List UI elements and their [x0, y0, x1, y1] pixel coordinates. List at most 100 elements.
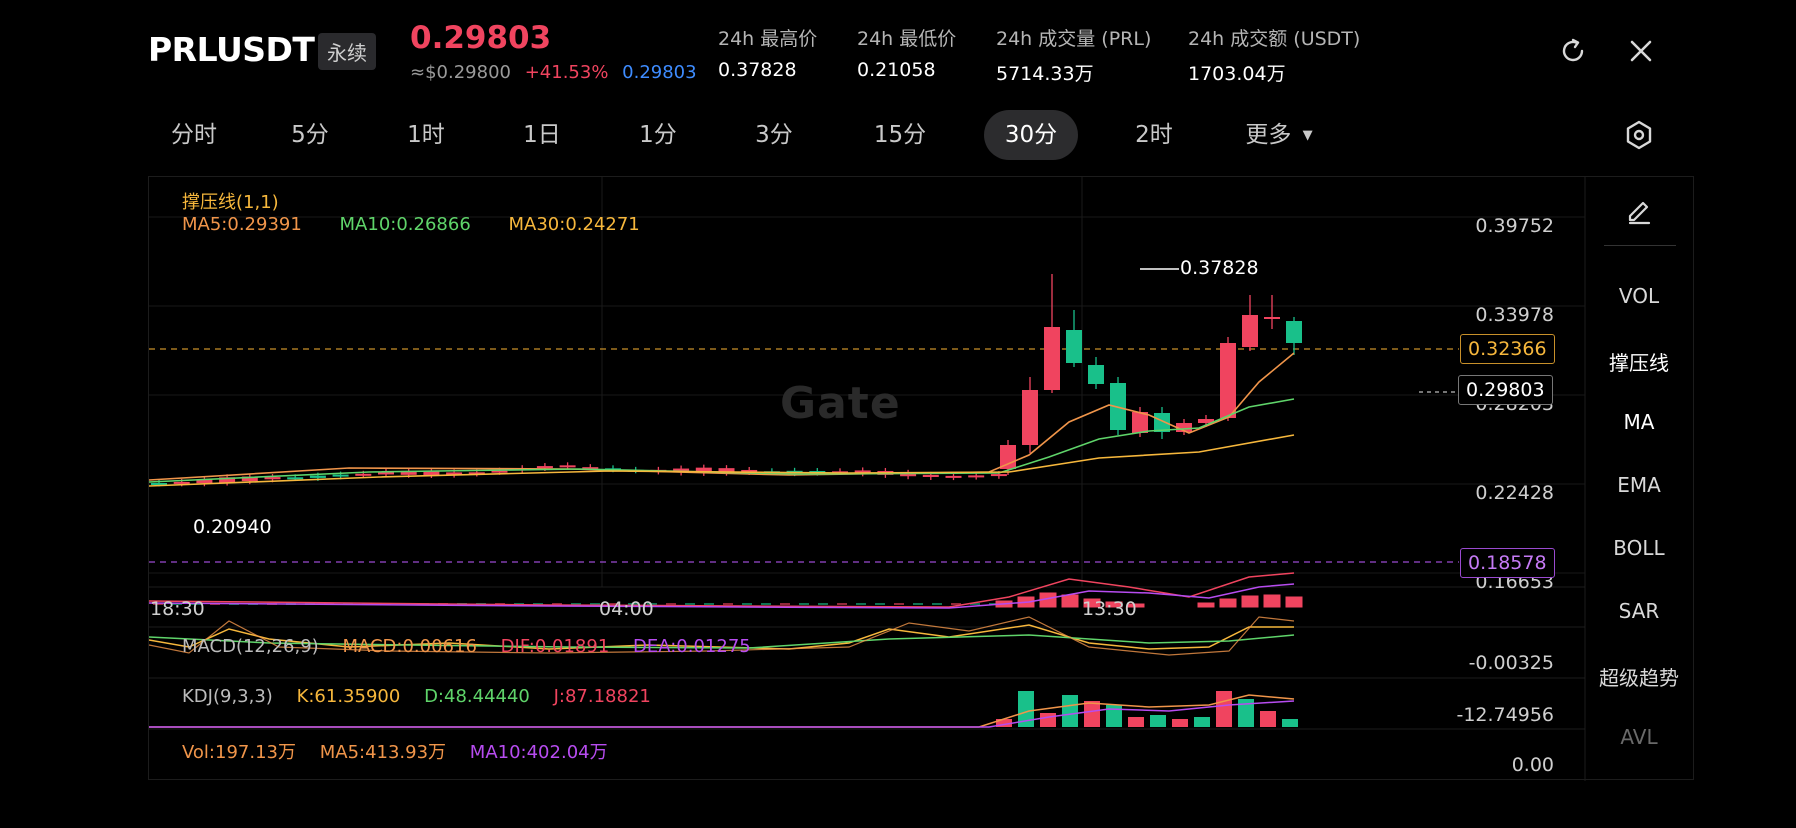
- stat-24h-turnover: 24h 成交额 (USDT) 1703.04万: [1188, 24, 1360, 86]
- volume-ma10-value: MA10:402.04万: [469, 742, 608, 763]
- volume-bar: [1062, 695, 1078, 727]
- stat-value: 0.37828: [718, 59, 797, 81]
- macd-bar: [723, 603, 733, 605]
- kline-chart[interactable]: [148, 176, 1694, 781]
- candle-body: [332, 474, 349, 477]
- k-value: K:61.35900: [296, 686, 401, 707]
- pencil-icon: [1628, 201, 1651, 225]
- chart-settings-button[interactable]: [1622, 118, 1656, 152]
- macd-bar: [932, 603, 942, 605]
- volume-ma5-line: [149, 694, 1295, 728]
- candle-body: [264, 477, 281, 480]
- macd-bar: [1083, 598, 1101, 608]
- volume-bar: [1172, 719, 1188, 727]
- close-button[interactable]: [1624, 34, 1658, 68]
- candle-body: [219, 477, 236, 483]
- tab-3m[interactable]: 3分: [755, 122, 793, 148]
- macd-legend: MACD(12,26,9) MACD:0.00616 DIF:0.01891 D…: [182, 636, 769, 657]
- candle-body: [718, 468, 735, 473]
- draw-tool-button[interactable]: [1584, 194, 1694, 231]
- candle-body: [1132, 412, 1148, 433]
- j-value: J:87.18821: [553, 686, 651, 707]
- candle-body: [741, 469, 758, 473]
- candle-body: [900, 472, 917, 477]
- side-item-ma[interactable]: MA: [1623, 410, 1655, 434]
- tab-1h[interactable]: 1时: [407, 122, 445, 148]
- side-item-boll[interactable]: BOLL: [1613, 536, 1665, 560]
- candle-body: [854, 470, 871, 474]
- side-panel-divider: [1604, 245, 1676, 246]
- side-item-supertrend[interactable]: 超级趋势: [1599, 666, 1679, 690]
- y-axis-label: 0.39752: [1475, 215, 1554, 237]
- stat-24h-high: 24h 最高价 0.37828: [718, 24, 817, 81]
- macd-bar: [913, 603, 923, 605]
- ma10-value: MA10:0.26866: [339, 214, 471, 235]
- j-line: [149, 616, 1295, 656]
- macd-bar: [1263, 594, 1281, 608]
- chart-canvas: [149, 177, 1586, 781]
- macd-bar: [1197, 602, 1215, 608]
- candle-body: [1154, 413, 1170, 432]
- candle-body: [990, 474, 1007, 477]
- current-price-box: 0.29803: [1458, 375, 1553, 405]
- side-item-sar[interactable]: SAR: [1618, 599, 1660, 623]
- macd-bar: [1285, 596, 1303, 608]
- stat-label: 24h 成交额 (USDT): [1188, 28, 1361, 50]
- caret-down-icon: ▼: [1302, 127, 1313, 143]
- k-line: [149, 624, 1294, 650]
- tab-timeline[interactable]: 分时: [171, 122, 217, 148]
- dif-line: [149, 572, 1295, 608]
- side-item-ema[interactable]: EMA: [1617, 473, 1661, 497]
- x-axis-label: 18:30: [150, 598, 205, 620]
- tab-more[interactable]: 更多 ▼: [1226, 110, 1332, 160]
- kdj-legend: KDJ(9,3,3) K:61.35900 D:48.44440 J:87.18…: [182, 686, 669, 707]
- candle-body: [922, 474, 939, 477]
- volume-ma10-line: [149, 700, 1295, 728]
- tab-5m[interactable]: 5分: [291, 122, 329, 148]
- ma30-value: MA30:0.24271: [508, 214, 640, 235]
- volume-bar: [996, 719, 1012, 727]
- hexagon-settings-icon: [1626, 120, 1652, 150]
- refresh-button[interactable]: [1556, 34, 1590, 68]
- candle-body: [695, 467, 712, 473]
- symbol-title: PRLUSDT: [148, 30, 315, 69]
- x-axis-label: 04:00: [599, 598, 654, 620]
- gate-watermark-logo: Gate: [780, 378, 901, 429]
- stat-value: 5714.33万: [996, 63, 1094, 85]
- indicator-side-panel: VOL 撑压线 MA EMA BOLL SAR 超级趋势 AVL: [1584, 178, 1694, 778]
- candle-body: [582, 467, 599, 470]
- macd-bar: [1061, 594, 1079, 608]
- tab-1m[interactable]: 1分: [639, 122, 677, 148]
- refresh-icon: [1562, 38, 1584, 62]
- tab-1d[interactable]: 1日: [523, 122, 561, 148]
- side-item-vol[interactable]: VOL: [1618, 284, 1660, 308]
- ma-legend: MA5:0.29391 MA10:0.26866 MA30:0.24271: [182, 214, 672, 235]
- low-price-marker: 0.20940: [193, 516, 272, 538]
- last-price: 0.29803: [410, 20, 552, 56]
- volume-bar: [1216, 691, 1232, 727]
- stat-value: 1703.04万: [1188, 63, 1286, 85]
- candle-body: [945, 475, 962, 478]
- support-resistance-indicator-title[interactable]: 撑压线(1,1): [182, 192, 279, 213]
- macd-axis-label: -0.00325: [1468, 652, 1554, 674]
- macd-bar: [970, 603, 980, 605]
- tab-2h[interactable]: 2时: [1135, 122, 1173, 148]
- ma5-value: MA5:0.29391: [182, 214, 302, 235]
- macd-bar: [799, 603, 809, 605]
- side-item-support-resistance[interactable]: 撑压线: [1609, 351, 1669, 375]
- candle-body: [1088, 365, 1104, 384]
- candle-body: [196, 479, 213, 484]
- macd-bar: [1241, 595, 1259, 608]
- candle-body: [1242, 315, 1258, 347]
- candle-body: [1220, 343, 1236, 418]
- macd-bar: [628, 603, 638, 605]
- tab-30m[interactable]: 30分: [984, 110, 1078, 160]
- side-item-avl[interactable]: AVL: [1620, 725, 1658, 749]
- close-icon: [1630, 40, 1652, 62]
- tab-15m[interactable]: 15分: [873, 122, 927, 148]
- d-line: [149, 634, 1295, 649]
- macd-bar: [742, 603, 752, 605]
- timeframe-tabs: 分时 5分 1时 1日 1分 3分 15分 30分 2时 更多 ▼: [148, 110, 1668, 160]
- candle-body: [173, 481, 190, 484]
- macd-bar: [837, 603, 847, 605]
